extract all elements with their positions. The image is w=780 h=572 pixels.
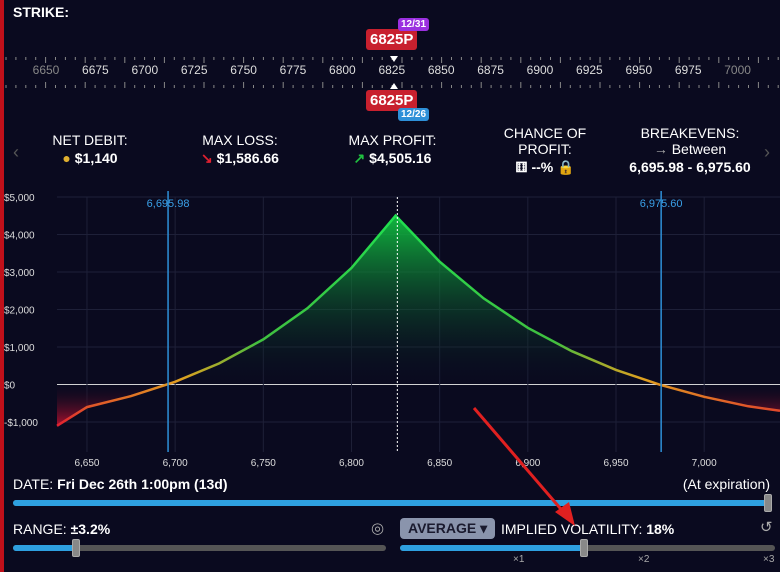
- pnl-area: [57, 215, 780, 426]
- max-loss-stat: MAX LOSS: ↘ $1,586.66: [201, 132, 279, 166]
- strike-tick-label[interactable]: 6950: [625, 63, 653, 77]
- strike-label: STRIKE:: [13, 4, 69, 20]
- strike-tick-label[interactable]: 6875: [477, 63, 504, 77]
- date-slider-thumb[interactable]: [764, 494, 772, 512]
- dice-icon: ⚅: [515, 159, 528, 175]
- x-tick-label: 6,750: [251, 458, 276, 469]
- left-edge-bar: [0, 0, 4, 572]
- bottom-leg-expiry-badge: 12/26: [398, 108, 430, 121]
- right-arrow-icon: →: [653, 141, 668, 157]
- chevron-down-icon: ▾: [480, 520, 488, 536]
- x-tick-label: 6,650: [74, 458, 99, 469]
- y-tick-label: $5,000: [4, 193, 35, 204]
- x-tick-label: 7,000: [692, 458, 717, 469]
- iv-slider-fill: [400, 545, 584, 551]
- y-tick-label: $4,000: [4, 231, 35, 242]
- iv-mode-dropdown[interactable]: AVERAGE ▾: [400, 518, 496, 539]
- lock-icon[interactable]: 🔒: [557, 159, 575, 175]
- iv-row: IMPLIED VOLATILITY: 18%: [501, 521, 675, 537]
- strike-tick-label[interactable]: 6925: [576, 63, 603, 77]
- x-tick-label: 6,850: [427, 458, 452, 469]
- strike-tick-label[interactable]: 6975: [674, 63, 702, 77]
- reset-icon[interactable]: ↺: [760, 519, 773, 536]
- stats-prev-arrow[interactable]: ‹: [13, 142, 19, 162]
- x-tick-label: 6,800: [339, 458, 364, 469]
- stats-next-arrow[interactable]: ›: [764, 142, 770, 162]
- y-tick-label: $3,000: [4, 268, 35, 279]
- range-slider[interactable]: [13, 545, 386, 551]
- strike-tick-label[interactable]: 6650: [32, 63, 60, 77]
- expiration-note: (At expiration): [682, 476, 770, 492]
- ruler-ticks: [5, 56, 779, 89]
- date-value: Fri Dec 26th 1:00pm (13d): [57, 476, 228, 492]
- iv-slider-thumb[interactable]: [579, 539, 588, 557]
- y-tick-label: $2,000: [4, 306, 35, 317]
- net-debit-stat: NET DEBIT: ● $1,140: [52, 132, 128, 166]
- breakevens-stat: BREAKEVENS: → Between 6,695.98 - 6,975.6…: [629, 125, 751, 175]
- x-tick-label: 6,950: [603, 458, 628, 469]
- strike-ruler[interactable]: 6650 6675 6700 6725 6750 6775 6800 6825 6850 6875…: [0, 55, 780, 90]
- max-profit-stat: MAX PROFIT: ↗ $4,505.16: [348, 132, 437, 166]
- top-leg-strike-tag[interactable]: 6825P: [366, 29, 418, 50]
- y-tick-label: $1,000: [4, 343, 35, 354]
- top-leg-marker-icon: [390, 56, 398, 62]
- breakeven-label: 6,975.60: [640, 198, 683, 210]
- strike-tick-label[interactable]: 6900: [526, 63, 554, 77]
- y-tick-label: $0: [4, 381, 16, 392]
- coins-icon: ●: [62, 150, 71, 166]
- y-tick-label: -$1,000: [4, 418, 38, 429]
- bottom-leg-marker-icon: [390, 83, 398, 89]
- breakeven-label: 6,695.98: [147, 198, 190, 210]
- x-tick-label: 6,900: [515, 458, 540, 469]
- strike-tick-label[interactable]: 6800: [329, 63, 356, 77]
- date-row: DATE: Fri Dec 26th 1:00pm (13d): [13, 476, 228, 492]
- strike-tick-label[interactable]: 6825: [378, 63, 406, 77]
- iv-mark-2: ×2: [638, 554, 650, 565]
- strike-tick-label[interactable]: 6700: [131, 63, 159, 77]
- strike-tick-label[interactable]: 6775: [279, 63, 307, 77]
- range-slider-thumb[interactable]: [72, 539, 81, 557]
- strike-tick-label[interactable]: 6675: [82, 63, 109, 77]
- strike-tick-label[interactable]: 6850: [427, 63, 455, 77]
- strike-tick-label[interactable]: 6750: [230, 63, 257, 77]
- x-tick-label: 6,700: [163, 458, 188, 469]
- range-slider-fill: [13, 545, 77, 551]
- date-slider-fill: [13, 500, 768, 506]
- top-leg-expiry-badge: 12/31: [398, 18, 430, 31]
- up-arrow-icon: ↗: [353, 150, 366, 166]
- bottom-leg-strike-tag[interactable]: 6825P: [366, 90, 418, 111]
- iv-mark-1: ×1: [513, 554, 525, 565]
- strike-tick-label[interactable]: 7000: [724, 63, 751, 77]
- strike-tick-label[interactable]: 6725: [180, 63, 208, 77]
- chance-of-profit-stat: CHANCE OF PROFIT: ⚅ --% 🔒: [503, 125, 587, 175]
- pnl-chart[interactable]: $5,000 $4,000 $3,000 $2,000 $1,000 $0 -$1,000 6…: [0, 188, 780, 470]
- down-arrow-icon: ↘: [201, 150, 213, 166]
- iv-mark-3: ×3: [763, 554, 775, 565]
- range-row: RANGE: ±3.2%: [13, 521, 111, 537]
- target-icon[interactable]: ◎: [371, 520, 385, 537]
